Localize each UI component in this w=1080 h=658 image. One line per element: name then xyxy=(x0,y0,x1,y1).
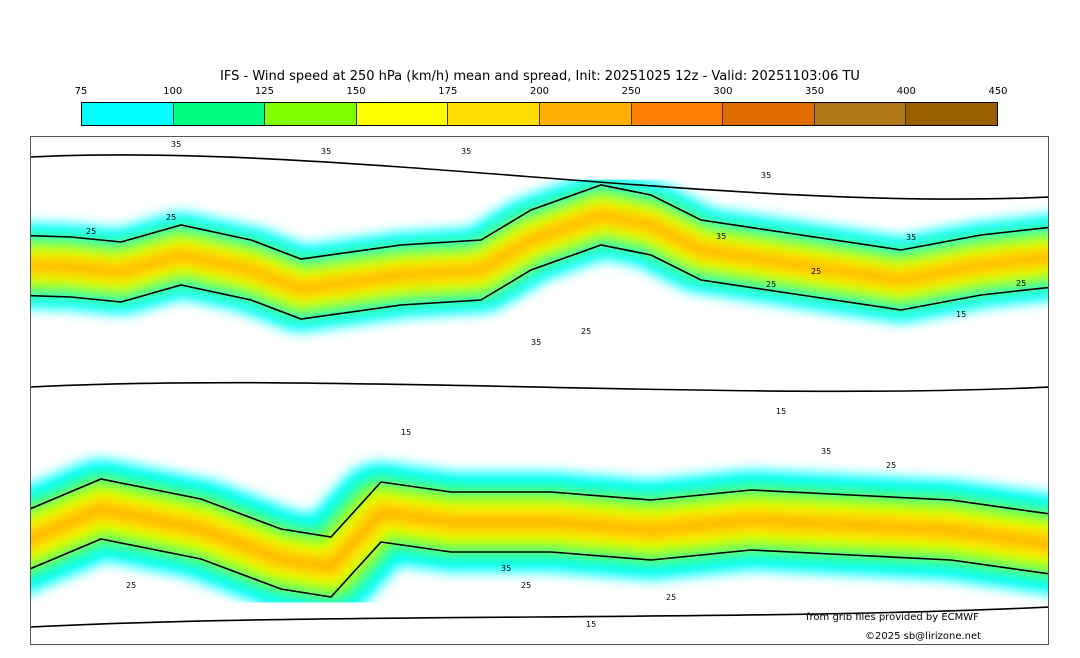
chart-title: IFS - Wind speed at 250 hPa (km/h) mean … xyxy=(220,69,860,84)
contour-line xyxy=(31,478,1048,538)
contour-label: 35 xyxy=(761,171,771,180)
colorbar-swatch xyxy=(539,103,632,125)
contour-label: 35 xyxy=(716,232,726,241)
colorbar-swatch xyxy=(723,103,815,125)
contour-label: 35 xyxy=(171,140,181,149)
contour-label: 25 xyxy=(766,280,776,289)
contour-label: 25 xyxy=(521,581,531,590)
contour-label: 35 xyxy=(821,447,831,456)
colorbar-swatch xyxy=(356,103,449,125)
contour-label: 15 xyxy=(776,407,786,416)
contour-label: 35 xyxy=(531,338,541,347)
contour-labels: 35 35 35 25 25 35 35 25 25 35 15 25 15 15 35 25 35 25 35 25… xyxy=(86,140,1026,629)
contour-label: 25 xyxy=(126,581,136,590)
contour-label: 35 xyxy=(461,147,471,156)
contour-label: 25 xyxy=(811,267,821,276)
contour-label: 35 xyxy=(906,233,916,242)
colorbar-swatch xyxy=(265,103,357,125)
contour-label: 15 xyxy=(586,620,596,629)
colorbar-tick-label: 75 xyxy=(74,86,88,97)
contour-line xyxy=(31,244,1048,320)
contour-label: 35 xyxy=(501,564,511,573)
colorbar-tick-label: 300 xyxy=(713,86,733,97)
colorbar-tick-label: 200 xyxy=(529,86,550,97)
colorbar-tick-label: 400 xyxy=(896,86,916,97)
jet-band xyxy=(31,502,1048,574)
colorbar xyxy=(81,102,998,126)
contour-line xyxy=(31,184,1048,260)
contour-label: 15 xyxy=(956,310,966,319)
jet-stream-bands xyxy=(31,172,1048,617)
colorbar-tick-label: 175 xyxy=(438,86,458,97)
contour-label: 25 xyxy=(581,327,591,336)
colorbar-swatch xyxy=(82,103,174,125)
jet-band xyxy=(31,209,1048,295)
colorbar-swatch xyxy=(906,103,997,125)
contour-line xyxy=(31,538,1048,598)
colorbar-tick-label: 125 xyxy=(254,86,274,97)
colorbar-tick-label: 250 xyxy=(621,86,641,97)
contour-label: 25 xyxy=(886,461,896,470)
contour-line xyxy=(31,606,1048,628)
colorbar-swatch xyxy=(173,103,266,125)
colorbar-swatch xyxy=(814,103,907,125)
source-credit: from grib files provided by ECMWF xyxy=(806,612,979,623)
wind-speed-map: 35 35 35 25 25 35 35 25 25 35 15 25 15 15 35 25 35 25 35 25… xyxy=(30,136,1049,645)
contour-label: 25 xyxy=(1016,279,1026,288)
copyright-credit: ©2025 sb@lirizone.net xyxy=(865,631,982,642)
contour-line xyxy=(31,381,1048,393)
colorbar-tick-label: 150 xyxy=(346,86,366,97)
contour-label: 25 xyxy=(666,593,676,602)
contour-line xyxy=(31,154,1048,200)
contour-label: 25 xyxy=(86,227,96,236)
map-svg: 35 35 35 25 25 35 35 25 25 35 15 25 15 15 35 25 35 25 35 25… xyxy=(31,140,1048,629)
contour-label: 25 xyxy=(166,213,176,222)
colorbar-tick-label: 350 xyxy=(805,86,825,97)
colorbar-swatch xyxy=(448,103,540,125)
contour-lines xyxy=(31,154,1048,628)
contour-label: 15 xyxy=(401,428,411,437)
colorbar-swatch xyxy=(631,103,724,125)
colorbar-tick-label: 450 xyxy=(988,86,1008,97)
colorbar-tick-label: 100 xyxy=(163,86,183,97)
contour-label: 35 xyxy=(321,147,331,156)
